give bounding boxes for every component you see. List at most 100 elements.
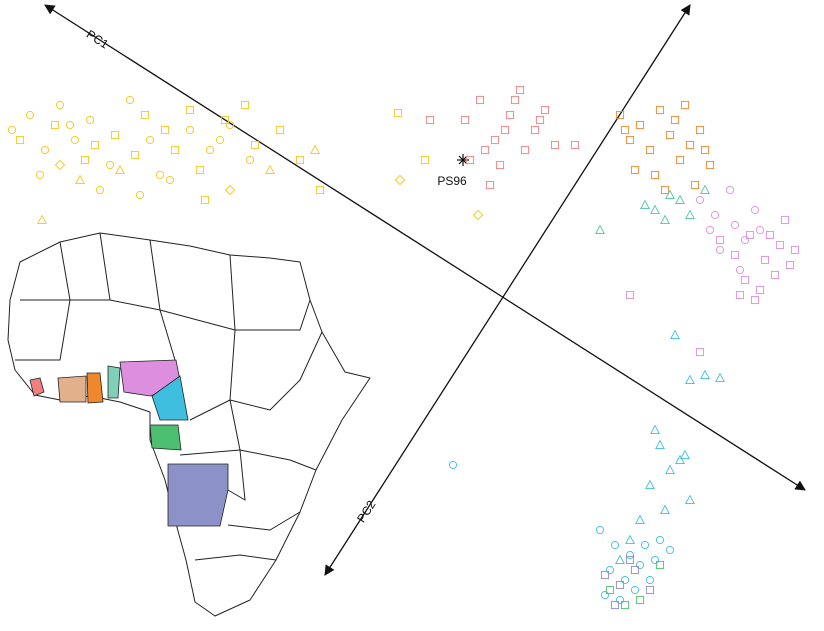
point <box>650 170 660 180</box>
point <box>315 185 325 195</box>
point <box>595 525 605 535</box>
point <box>625 555 635 565</box>
point <box>515 85 525 95</box>
point <box>670 329 680 340</box>
point <box>630 565 640 575</box>
point <box>165 175 175 185</box>
africa-map <box>7 232 371 617</box>
point <box>645 479 655 490</box>
point <box>500 125 510 135</box>
point <box>510 95 520 105</box>
point <box>570 140 580 150</box>
point <box>715 372 725 383</box>
point <box>495 160 505 170</box>
point <box>170 145 180 155</box>
point <box>130 150 140 160</box>
point <box>600 570 610 580</box>
point <box>605 585 615 595</box>
point <box>80 155 90 165</box>
point <box>615 595 625 605</box>
point <box>620 575 630 585</box>
pc2-label: PC2 <box>354 498 379 525</box>
point <box>90 140 100 150</box>
point <box>40 145 50 155</box>
point <box>640 540 650 550</box>
point <box>740 275 750 285</box>
point <box>635 560 645 570</box>
point <box>610 540 620 550</box>
border <box>227 511 301 531</box>
point <box>195 165 205 175</box>
point <box>660 185 670 195</box>
point <box>472 209 484 221</box>
point <box>645 145 655 155</box>
point <box>145 135 155 145</box>
point <box>420 155 430 165</box>
point <box>665 545 675 555</box>
point <box>715 245 725 255</box>
point <box>645 575 655 585</box>
point <box>610 600 620 610</box>
point <box>655 105 665 115</box>
point <box>625 534 635 545</box>
point <box>460 115 470 125</box>
point <box>65 120 75 130</box>
point <box>685 140 695 150</box>
country <box>29 377 45 397</box>
point <box>625 135 635 145</box>
point <box>250 140 260 150</box>
point <box>85 115 95 125</box>
point <box>490 135 500 145</box>
point <box>465 155 475 165</box>
point <box>220 115 230 125</box>
point <box>185 125 195 135</box>
point <box>15 135 25 145</box>
point <box>50 120 60 130</box>
point <box>665 189 675 200</box>
point <box>705 160 715 170</box>
pc1-label: PC1 <box>84 27 111 52</box>
point <box>115 164 125 175</box>
border <box>194 554 277 561</box>
point <box>650 555 660 565</box>
point <box>394 174 406 186</box>
point <box>655 535 665 545</box>
point <box>620 600 630 610</box>
point <box>770 270 780 280</box>
point <box>480 145 490 155</box>
point <box>155 170 165 180</box>
point <box>665 130 675 140</box>
country <box>86 372 104 404</box>
point <box>700 145 710 155</box>
point <box>615 554 625 565</box>
point <box>660 214 670 225</box>
point <box>740 235 750 245</box>
point <box>245 155 255 165</box>
point <box>780 215 790 225</box>
point <box>135 190 145 200</box>
point <box>735 290 745 300</box>
country <box>149 424 182 451</box>
point <box>755 285 765 295</box>
point <box>665 464 675 475</box>
point <box>625 290 635 300</box>
point <box>205 145 215 155</box>
point <box>505 110 515 120</box>
point <box>625 550 635 560</box>
point <box>675 155 685 165</box>
annotation: PS96 <box>437 174 467 188</box>
point <box>600 590 610 600</box>
point <box>635 595 645 605</box>
point <box>750 205 760 215</box>
point <box>705 225 715 235</box>
ps96-star <box>457 154 469 166</box>
point <box>393 108 403 118</box>
point <box>785 260 795 270</box>
point <box>310 144 320 155</box>
point <box>645 585 655 595</box>
point <box>105 160 115 170</box>
point <box>275 125 285 135</box>
point <box>695 347 705 357</box>
point <box>660 504 670 515</box>
